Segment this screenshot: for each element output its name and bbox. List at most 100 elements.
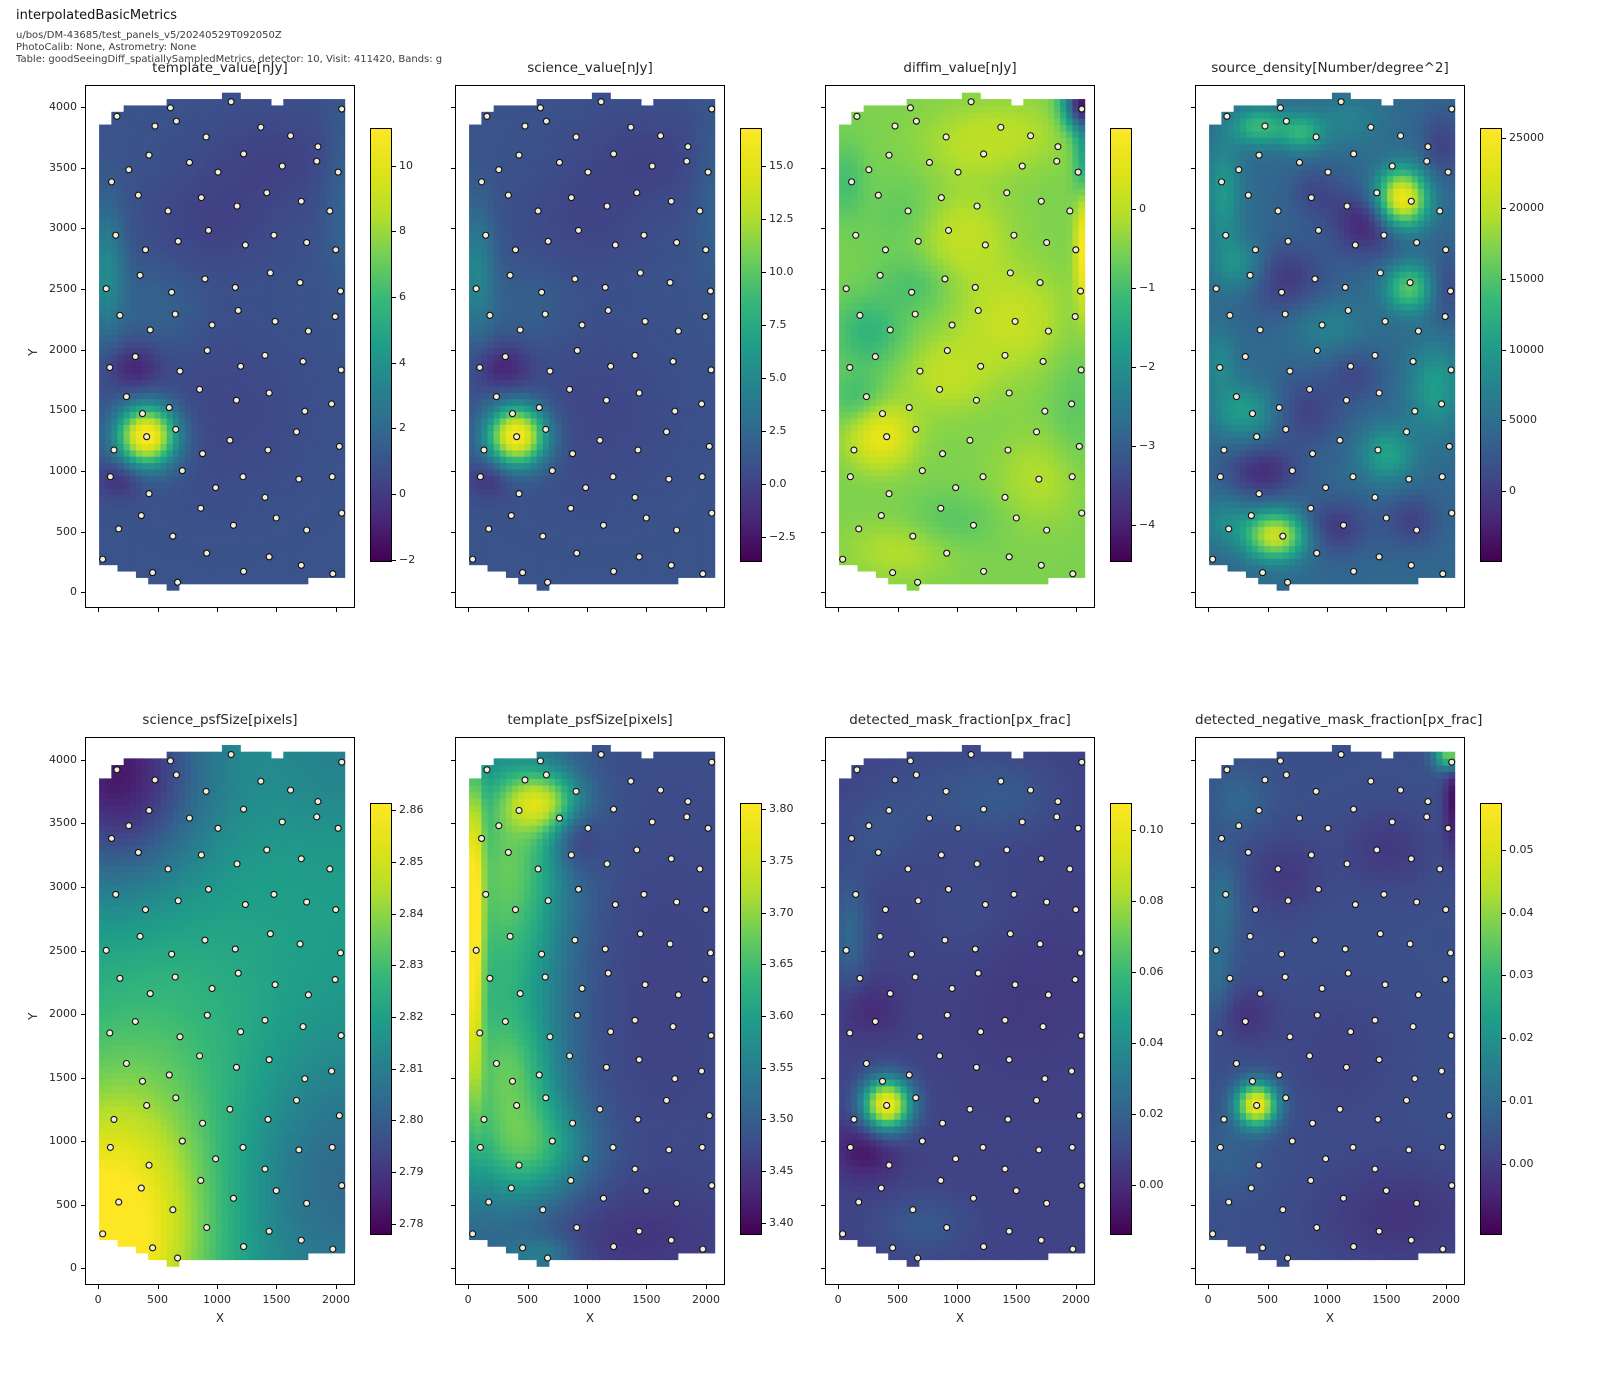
colorbar-tick-mark [1132,1113,1136,1115]
colorbar-tick-mark [762,483,766,485]
colorbar-tick-mark [1132,1184,1136,1186]
y-tick-mark [821,106,825,108]
y-tick-mark [451,759,455,761]
panel-title-source_density: source_density[Number/degree^2] [1211,60,1449,76]
y-tick-label: 4000 [49,752,77,766]
y-tick-mark [451,1014,455,1016]
y-tick-mark [81,228,85,230]
colorbar-tick-label: 2 [399,421,406,435]
colorbar-tick-label: 0 [1509,483,1516,497]
x-tick-label: 500 [1257,1293,1279,1306]
colorbar-tick-mark [762,166,766,168]
colorbar-tick-label: 10.0 [769,264,794,278]
x-tick-mark [897,608,899,612]
colorbar-tick-mark [762,536,766,538]
colorbar-tick-label: 2.80 [399,1113,424,1127]
colorbar-tick-mark [392,1016,396,1018]
x-tick-mark [217,1285,219,1289]
y-tick-label: 2000 [49,1007,77,1021]
colorbar-tick-label: 6 [399,290,406,304]
colorbar-detected_negative_mask_fraction [1480,803,1502,1235]
y-tick-mark [821,1204,825,1206]
plot-area-diffim_value [825,85,1096,609]
x-axis-label: X [585,1311,595,1325]
y-tick-mark [821,759,825,761]
x-axis-label: X [955,1311,965,1325]
colorbar-tick-label: −2 [399,552,416,566]
y-tick-mark [821,1141,825,1143]
colorbar-science_value [740,128,762,562]
colorbar-tick-mark [392,559,396,561]
y-tick-mark [821,410,825,412]
y-tick-label: 0 [70,585,77,599]
colorbar-tick-label: 8 [399,224,406,238]
y-tick-mark [1191,823,1195,825]
heatmap-canvas-source_density [1196,86,1466,609]
y-tick-label: 0 [70,1261,77,1275]
colorbar-tick-mark [762,860,766,862]
panel-title-detected_negative_mask_fraction: detected_negative_mask_fraction[px_frac] [1195,712,1483,728]
colorbar-tick-label: 0.05 [1509,843,1534,857]
figure-subtitle-run: u/bos/DM-43685/test_panels_v5/20240529T0… [16,30,282,41]
colorbar-tick-mark [1132,900,1136,902]
colorbar-tick-label: 2.86 [399,803,424,817]
colorbar-tick-label: −1 [1139,280,1156,294]
colorbar-tick-label: 0.02 [1509,1031,1534,1045]
colorbar-tick-mark [762,430,766,432]
x-tick-mark [897,1285,899,1289]
colorbar-tick-label: 10 [399,158,413,172]
y-tick-mark [451,887,455,889]
plot-area-template_psfSize [455,737,726,1286]
colorbar-tick-mark [762,1119,766,1121]
y-tick-mark [81,823,85,825]
y-tick-mark [1191,1204,1195,1206]
x-tick-label: 1000 [573,1293,602,1306]
colorbar-tick-mark [1502,208,1506,210]
x-tick-mark [1445,1285,1447,1289]
colorbar-tick-label: 2.82 [399,1009,424,1023]
colorbar-tick-label: −2 [1139,359,1156,373]
plot-area-template_value [85,85,356,609]
x-tick-mark [1386,1285,1388,1289]
x-tick-label: 2000 [1431,1293,1460,1306]
y-tick-mark [81,592,85,594]
x-tick-mark [646,608,648,612]
colorbar-tick-mark [762,1067,766,1069]
colorbar-tick-mark [1502,1100,1506,1102]
colorbar-tick-label: 0 [1139,201,1146,215]
x-tick-label: 2000 [321,1293,350,1306]
y-tick-mark [821,1268,825,1270]
y-tick-mark [81,950,85,952]
colorbar-tick-mark [762,912,766,914]
x-tick-mark [1208,1285,1210,1289]
panel-title-science_value: science_value[nJy] [527,60,653,76]
colorbar-tick-label: −2.5 [769,529,796,543]
colorbar-diffim_value [1110,128,1132,562]
y-tick-label: 1500 [49,403,77,417]
panel-title-detected_mask_fraction: detected_mask_fraction[px_frac] [849,712,1071,728]
panel-title-template_psfSize: template_psfSize[pixels] [507,712,673,728]
y-tick-label: 500 [56,1197,77,1211]
colorbar-tick-label: 2.79 [399,1164,424,1178]
colorbar-source_density [1480,128,1502,562]
x-tick-label: 1000 [1313,1293,1342,1306]
colorbar-detected_mask_fraction [1110,803,1132,1235]
y-tick-mark [1191,228,1195,230]
y-tick-mark [451,531,455,533]
colorbar-tick-label: 3.55 [769,1060,794,1074]
x-axis-label: X [1325,1311,1335,1325]
colorbar-tick-mark [1132,1042,1136,1044]
colorbar-tick-mark [392,428,396,430]
y-tick-mark [451,1204,455,1206]
x-tick-mark [957,1285,959,1289]
colorbar-tick-label: 4 [399,355,406,369]
x-tick-mark [468,1285,470,1289]
x-tick-label: 0 [464,1293,472,1306]
y-tick-mark [821,531,825,533]
x-tick-label: 500 [147,1293,169,1306]
y-tick-mark [81,1077,85,1079]
colorbar-tick-mark [762,271,766,273]
panel-title-science_psfSize: science_psfSize[pixels] [142,712,298,728]
y-tick-mark [821,349,825,351]
colorbar-tick-label: 2.81 [399,1061,424,1075]
